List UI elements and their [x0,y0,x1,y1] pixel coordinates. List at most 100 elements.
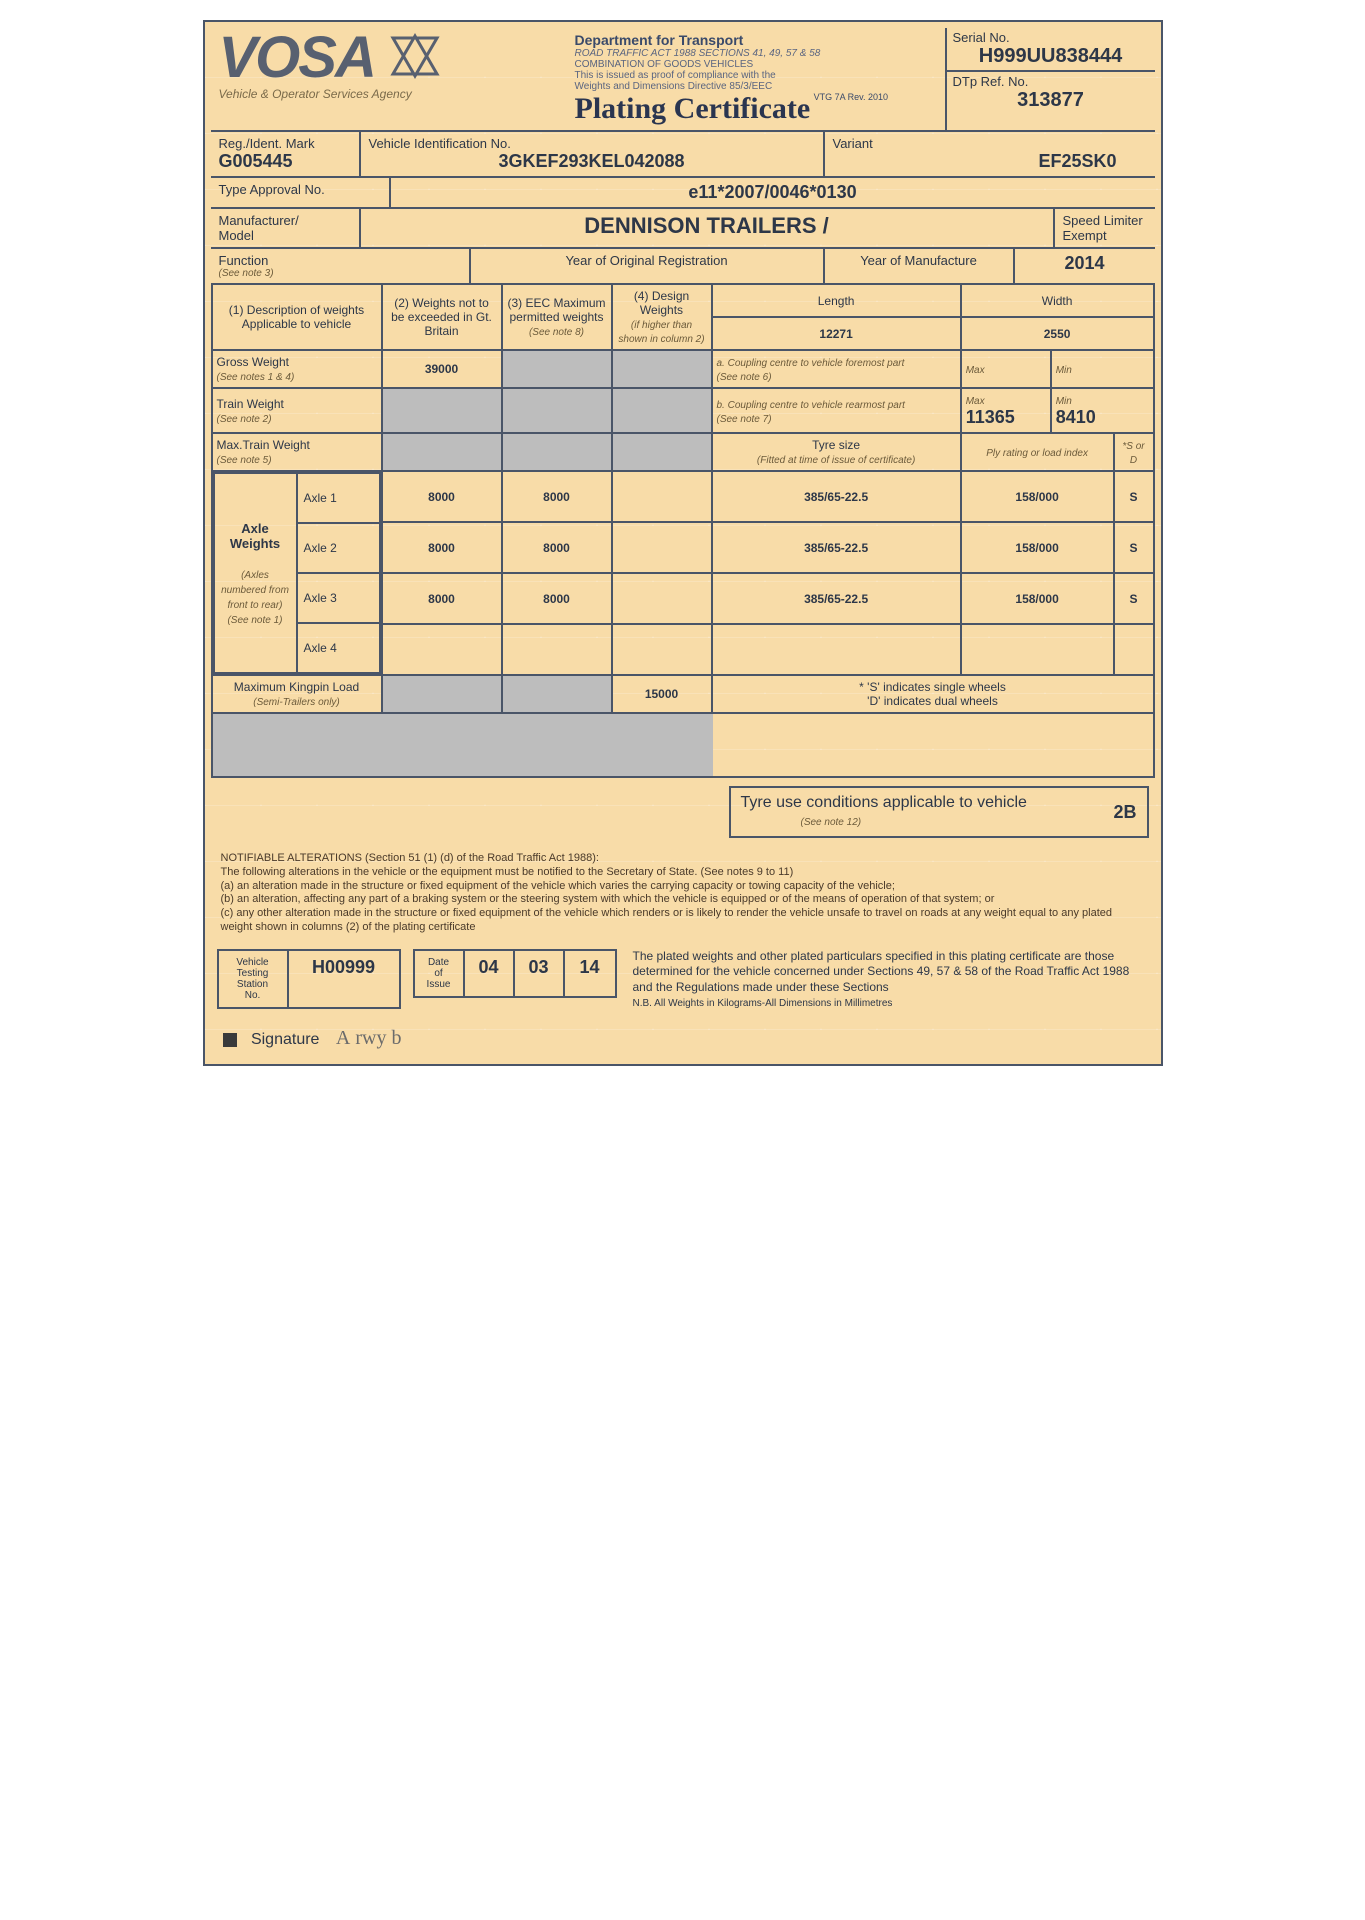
type-value: e11*2007/0046*0130 [399,182,1147,203]
station-value: H00999 [312,957,375,977]
date-box: Date of Issue 04 03 14 [413,949,617,998]
type-label: Type Approval No. [219,182,381,197]
serial-label: Serial No. [953,30,1149,45]
coup-b-note: (See note 7) [717,414,772,425]
kingpin-note: (Semi-Trailers only) [253,697,340,708]
header-mid: Department for Transport ROAD TRAFFIC AC… [571,28,945,130]
variant-label: Variant [833,136,1147,151]
kingpin-value: 15000 [645,687,678,701]
tyre-cond-note: (See note 12) [801,817,862,828]
a2-sd: S [1129,541,1137,555]
maxtrain-note: (See note 5) [217,455,272,466]
train-note: (See note 2) [217,414,272,425]
footer: Vehicle Testing Station No. H00999 Date … [211,941,1155,1019]
station-label: Vehicle Testing Station No. [236,957,268,1001]
train-label: Train Weight [217,397,284,411]
tyre-conditions-box: Tyre use conditions applicable to vehicl… [729,786,1149,838]
kingpin-note3: 'D' indicates dual wheels [867,694,998,708]
notif-intro: The following alterations in the vehicle… [221,866,1145,880]
max-a-lbl: Max [966,365,985,376]
col3-note: (See note 8) [529,327,584,338]
date-y: 14 [579,957,599,977]
notifiable-alterations: NOTIFIABLE ALTERATIONS (Section 51 (1) (… [211,846,1155,941]
coup-b: b. Coupling centre to vehicle rearmost p… [717,400,905,411]
a2-ply: 158/000 [1015,541,1058,555]
dept-name: Department for Transport [575,32,941,48]
b-max: 11365 [966,407,1015,427]
reg-label: Reg./Ident. Mark [219,136,351,151]
sd-label: *S or D [1122,441,1144,466]
tyre-cond-value: 2B [1113,802,1136,823]
vosa-logo: VOSA [219,25,375,90]
signature-label: Signature [251,1031,320,1048]
axle-block-label: Axle Weights [230,521,280,551]
col1-hdr: (1) Description of weights Applicable to… [229,303,364,331]
row-type-approval: Type Approval No. e11*2007/0046*0130 [211,176,1155,207]
reg-value: G005445 [219,151,351,172]
a3-gb: 8000 [428,592,455,606]
sub3: Weights and Dimensions Directive 85/3/EE… [575,81,941,92]
func-note: (See note 3) [219,268,461,279]
footer-nb: N.B. All Weights in Kilograms-All Dimens… [633,998,893,1009]
gross-note: (See notes 1 & 4) [217,372,295,383]
axle4-n: Axle 4 [304,641,337,655]
wid-label: Width [1042,294,1073,308]
a2-eec: 8000 [543,541,570,555]
mm-label: Manufacturer/ Model [219,213,351,243]
b-min: 8410 [1056,407,1096,427]
notif-c: (c) any other alteration made in the str… [221,907,1145,935]
min-a-lbl: Min [1056,365,1072,376]
col3-hdr: (3) EEC Maximum permitted weights [507,296,605,324]
a3-ply: 158/000 [1015,592,1058,606]
tyre-cond-label: Tyre use conditions applicable to vehicl… [741,794,1027,811]
footer-text: The plated weights and other plated part… [633,949,1130,994]
ply-label: Ply rating or load index [986,448,1088,459]
signature-box-icon [223,1033,237,1047]
a1-sd: S [1129,490,1137,504]
sub2: This is issued as proof of compliance wi… [575,70,941,81]
wid-value: 2550 [1044,327,1071,341]
col2-hdr: (2) Weights not to be exceeded in Gt. Br… [391,296,492,338]
max-b-lbl: Max [966,396,985,407]
a1-eec: 8000 [543,490,570,504]
station-box: Vehicle Testing Station No. H00999 [217,949,401,1009]
func-label: Function [219,253,461,268]
variant-value: EF25SK0 [833,151,1147,172]
date-m: 03 [528,957,548,977]
yom-label: Year of Manufacture [833,253,1005,268]
axle1-n: Axle 1 [304,491,337,505]
kingpin-label: Maximum Kingpin Load [234,680,359,694]
weights-table: (1) Description of weights Applicable to… [211,283,1155,714]
notif-title: NOTIFIABLE ALTERATIONS (Section 51 (1) (… [221,852,1145,866]
a1-tyre: 385/65-22.5 [804,490,868,504]
speed-limiter-label: Speed Limiter Exempt [1063,213,1147,243]
notif-b: (b) an alteration, affecting any part of… [221,893,1145,907]
a2-gb: 8000 [428,541,455,555]
row-function-years: Function (See note 3) Year of Original R… [211,247,1155,283]
mm-value: DENNISON TRAILERS / [369,213,1045,239]
a2-tyre: 385/65-22.5 [804,541,868,555]
mot-triangles-icon [385,32,445,85]
axle-block-note: (Axles numbered from front to rear) (See… [221,570,289,626]
header-right: Serial No. H999UU838444 DTp Ref. No. 313… [945,28,1155,130]
signature-scribble: A rwy b [336,1027,402,1049]
vin-value: 3GKEF293KEL042088 [369,151,815,172]
serial-value: H999UU838444 [953,45,1149,68]
logo-subtitle: Vehicle & Operator Services Agency [219,87,563,101]
notif-a: (a) an alteration made in the structure … [221,880,1145,894]
len-value: 12271 [819,327,852,341]
title-suffix: VTG 7A Rev. 2010 [814,92,888,102]
a3-sd: S [1129,592,1137,606]
yor-label: Year of Original Registration [479,253,815,268]
tyre-note: (Fitted at time of issue of certificate) [757,455,915,466]
act-ref: ROAD TRAFFIC ACT 1988 SECTIONS 41, 49, 5… [575,48,941,59]
footer-text-block: The plated weights and other plated part… [629,949,1149,1011]
yom-value: 2014 [1023,253,1147,274]
coup-a: a. Coupling centre to vehicle foremost p… [717,358,905,369]
a1-ply: 158/000 [1015,490,1058,504]
axle-row-1: Axle Weights (Axles numbered from front … [212,471,1154,522]
sub1: COMBINATION OF GOODS VEHICLES [575,59,941,70]
signature-line: Signature A rwy b [211,1019,1155,1058]
row-manufacturer: Manufacturer/ Model DENNISON TRAILERS / … [211,207,1155,247]
a3-tyre: 385/65-22.5 [804,592,868,606]
